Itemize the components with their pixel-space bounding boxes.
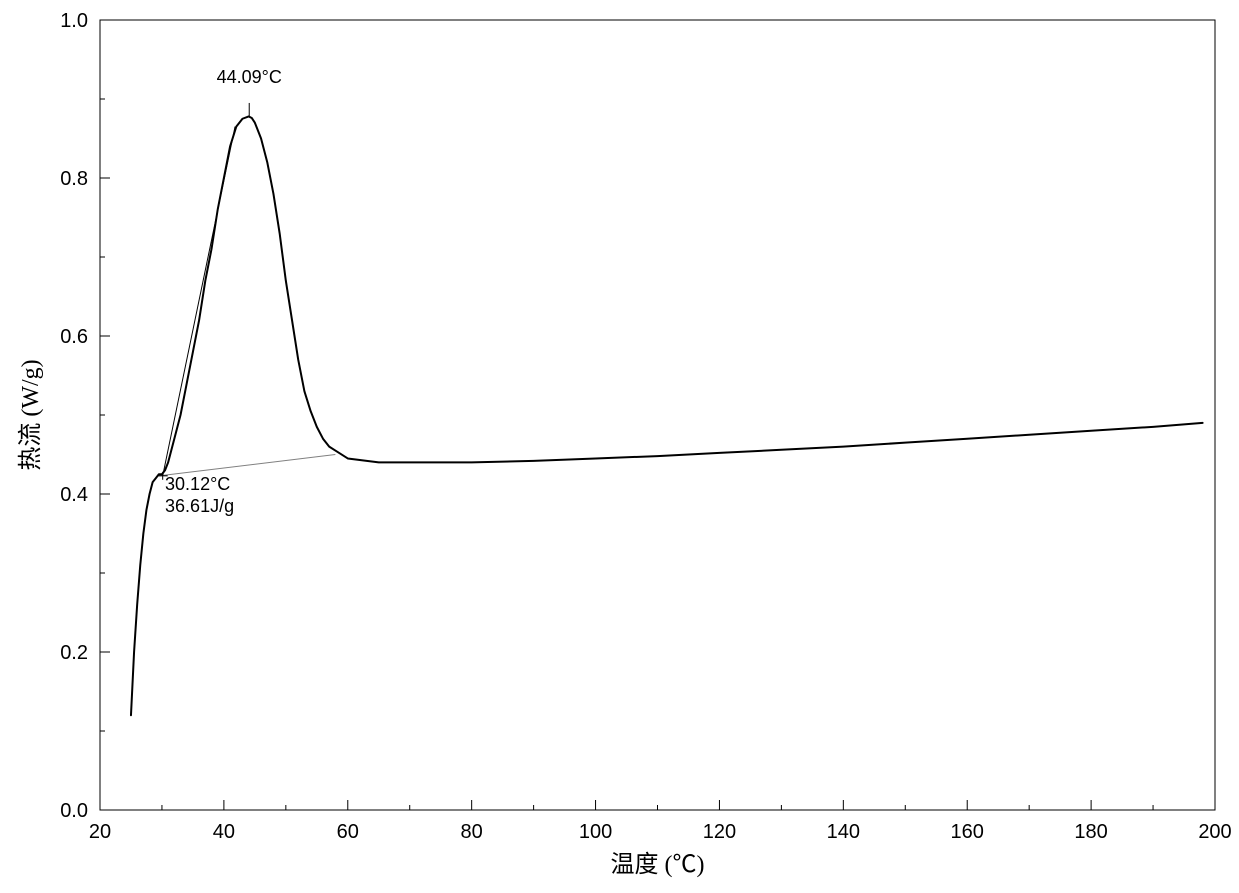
x-tick-label: 160 (951, 821, 984, 843)
x-tick-label: 80 (461, 821, 483, 843)
peak-temperature-label: 44.09°C (217, 67, 282, 87)
y-tick-label: 0.8 (60, 168, 88, 190)
y-tick-label: 0.2 (60, 642, 88, 664)
plot-frame (100, 20, 1215, 810)
chart-annotations: 44.09°C 30.12°C36.61J/g (158, 67, 282, 516)
x-tick-label: 20 (89, 821, 111, 843)
y-tick-label: 0.4 (60, 484, 88, 506)
x-tick-label: 180 (1074, 821, 1107, 843)
y-tick-label: 0.6 (60, 326, 88, 348)
integration-baseline (159, 455, 336, 476)
y-axis-ticks: 0.0 0.2 0.4 0.6 0.8 1.0 (60, 10, 110, 822)
dsc-chart: 20406080100120140160180200 0.00.20.40.60… (0, 0, 1239, 893)
x-tick-label: 100 (579, 821, 612, 843)
y-tick-label: 1.0 (60, 10, 88, 32)
chart-svg: 20406080100120140160180200 0.00.20.40.60… (0, 0, 1239, 893)
x-tick-label: 140 (827, 821, 860, 843)
x-tick-label: 40 (213, 821, 235, 843)
y-tick-label: 0.0 (60, 800, 88, 822)
x-tick-label: 60 (337, 821, 359, 843)
x-tick-label: 200 (1198, 821, 1231, 843)
x-axis-ticks: 20 40 60 80 100 120 140 160 180 200 (89, 800, 1232, 843)
y-axis-title: 热流 (W/g) (17, 359, 44, 470)
x-axis-title: 温度 (℃) (611, 851, 705, 878)
enthalpy-label: 36.61J/g (165, 496, 234, 516)
onset-temperature-label: 30.12°C (165, 474, 230, 494)
heatflow-curve (131, 116, 1203, 715)
x-tick-label: 120 (703, 821, 736, 843)
